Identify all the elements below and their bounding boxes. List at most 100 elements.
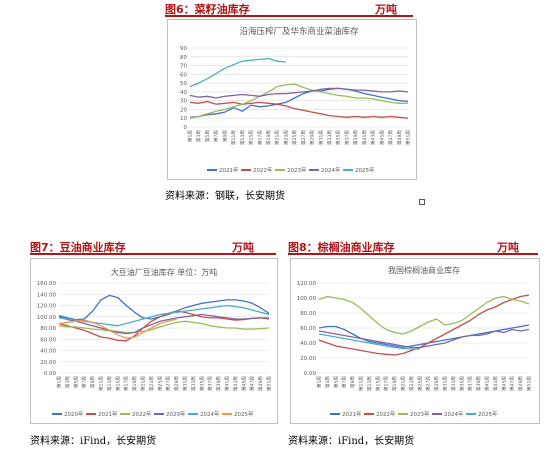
x-tick-label: 第7周 <box>81 376 88 389</box>
x-tick-label: 第49周 <box>257 376 264 391</box>
y-tick-label: 0.00 <box>304 371 317 377</box>
legend-label: 2023年 <box>287 166 307 174</box>
x-tick-label: 第29周 <box>433 376 440 391</box>
x-tick-label: 第31周 <box>182 376 189 391</box>
y-tick-label: 120.00 <box>37 304 57 310</box>
x-tick-label: 第15周 <box>114 376 121 391</box>
fig8-chart: 我国棕榈油商业库存 0.00 20.00 40.00 60.00 80.00 100.00 1… <box>297 265 533 418</box>
x-tick-label: 第9周 <box>349 376 356 389</box>
x-tick-label: 第19周 <box>391 376 398 391</box>
y-tick-label: 30 <box>180 99 187 105</box>
fig8-source: 资料来源：iFind，长安期货 <box>288 436 415 447</box>
fig6-source: 资料来源：钢联，长安期货 <box>165 191 285 202</box>
x-tick-label: 第19周 <box>265 130 272 145</box>
fig6-chart: 沿海压榨厂及华东商业菜油库存0102030405060708090第1周 第3周第… <box>180 26 412 174</box>
x-tick-label: 第35周 <box>458 376 465 391</box>
x-tick-label: 第1周 <box>56 376 63 389</box>
legend-label: 2023年 <box>410 410 430 418</box>
fig7-title-underline <box>30 253 276 255</box>
x-tick-label: 第7周 <box>213 130 220 143</box>
chart-title: 沿海压榨厂及华东商业菜油库存 <box>239 26 359 37</box>
chart-title: 大豆油厂豆油库存 单位：万吨 <box>111 267 218 277</box>
fig7-title: 图7：豆油商业库存 <box>30 241 126 254</box>
legend-label: 2023年 <box>166 410 186 418</box>
y-tick-label: 60.00 <box>300 326 316 332</box>
y-tick-label: 90 <box>180 46 187 52</box>
x-tick-label: 第51周 <box>266 376 273 391</box>
x-tick-label: 第29周 <box>309 130 316 145</box>
fig8-unit: 万吨 <box>497 241 519 254</box>
x-tick-label: 第35周 <box>335 130 342 145</box>
x-tick-label: 第7周 <box>341 376 348 389</box>
y-tick-label: 40.00 <box>40 349 56 355</box>
x-tick-label: 第33周 <box>326 130 333 145</box>
x-tick-label: 第37周 <box>467 376 474 391</box>
x-tick-label: 第15周 <box>374 376 381 391</box>
y-tick-label: 80.00 <box>300 311 316 317</box>
x-tick-label: 第47周 <box>509 376 516 391</box>
x-tick-label: 第27周 <box>165 376 172 391</box>
x-tick-label: 第51周 <box>405 130 412 145</box>
series-line-2025年 <box>189 57 286 88</box>
small-square-icon <box>419 199 425 205</box>
fig6-chart-panel: 沿海压榨厂及华东商业菜油库存 0 10 20 30 40 50 60 70 80 90 第1周 第3周第… <box>167 19 417 180</box>
fig8-title-underline <box>288 253 538 255</box>
x-tick-label: 第13周 <box>366 376 373 391</box>
legend-label: 2025年 <box>355 166 375 174</box>
x-tick-label: 第27周 <box>425 376 432 391</box>
x-tick-label: 第11周 <box>358 376 365 391</box>
x-tick-label: 第39周 <box>352 130 359 145</box>
x-tick-label: 第43周 <box>370 130 377 145</box>
x-tick-label: 第47周 <box>387 130 394 145</box>
x-tick-label: 第21周 <box>140 376 147 391</box>
x-tick-label: 第17周 <box>383 376 390 391</box>
x-tick-label: 第5周 <box>72 376 79 389</box>
x-tick-label: 第35周 <box>198 376 205 391</box>
legend-label: 2020年 <box>64 410 84 418</box>
y-tick-label: 20.00 <box>40 360 56 366</box>
x-tick-label: 第17周 <box>256 130 263 145</box>
x-tick-label: 第9周 <box>221 130 228 143</box>
series-line-2025年 <box>318 333 420 350</box>
y-tick-label: 100.00 <box>297 296 317 302</box>
legend-label: 2021年 <box>219 166 239 174</box>
chart-title: 我国棕榈油商业库存 <box>388 265 460 275</box>
legend-label: 2022年 <box>376 410 396 418</box>
fig8-title: 图8：棕榈油商业库存 <box>288 241 395 254</box>
x-tick-label: 第3周 <box>324 376 331 389</box>
legend-label: 2024年 <box>444 410 464 418</box>
series-line-2022年 <box>58 320 270 334</box>
y-tick-label: 10 <box>180 116 187 122</box>
x-tick-label: 第13周 <box>239 130 246 145</box>
x-tick-label: 第49周 <box>396 130 403 145</box>
x-tick-label: 第17周 <box>123 376 130 391</box>
x-tick-label: 第41周 <box>361 130 368 145</box>
y-tick-label: 20 <box>180 107 187 113</box>
y-tick-label: 50 <box>180 81 187 87</box>
series-line-2023年 <box>318 295 530 335</box>
x-tick-label: 第1周 <box>316 376 323 389</box>
x-tick-label: 第43周 <box>232 376 239 391</box>
series-line-2021年 <box>189 87 409 118</box>
x-tick-label: 第31周 <box>317 130 324 145</box>
x-tick-label: 第33周 <box>190 376 197 391</box>
legend-label: 2024年 <box>321 166 341 174</box>
x-tick-label: 第1周 <box>187 130 194 143</box>
legend-label: 2025年 <box>234 410 254 418</box>
x-tick-label: 第39周 <box>475 376 482 391</box>
fig8-chart-panel: 我国棕榈油商业库存 0.00 20.00 40.00 60.00 80.00 100.00 1… <box>290 258 540 424</box>
x-tick-label: 第45周 <box>378 130 385 145</box>
x-tick-label: 第5周 <box>204 130 211 143</box>
fig7-chart: 大豆油厂豆油库存 单位：万吨 0.00 20.00 40.00 60.00 80.00 10… <box>37 267 273 418</box>
x-tick-label: 第19周 <box>131 376 138 391</box>
y-tick-label: 40 <box>180 90 187 96</box>
x-tick-label: 第37周 <box>207 376 214 391</box>
x-tick-label: 第25周 <box>416 376 423 391</box>
x-tick-label: 第11周 <box>98 376 105 391</box>
legend-label: 2025年 <box>478 410 498 418</box>
x-tick-label: 第25周 <box>291 130 298 145</box>
y-tick-label: 160.00 <box>37 281 57 287</box>
legend-label: 2022年 <box>132 410 152 418</box>
x-tick-label: 第23周 <box>408 376 415 391</box>
fig6-title: 图6：菜籽油库存 <box>165 3 250 16</box>
